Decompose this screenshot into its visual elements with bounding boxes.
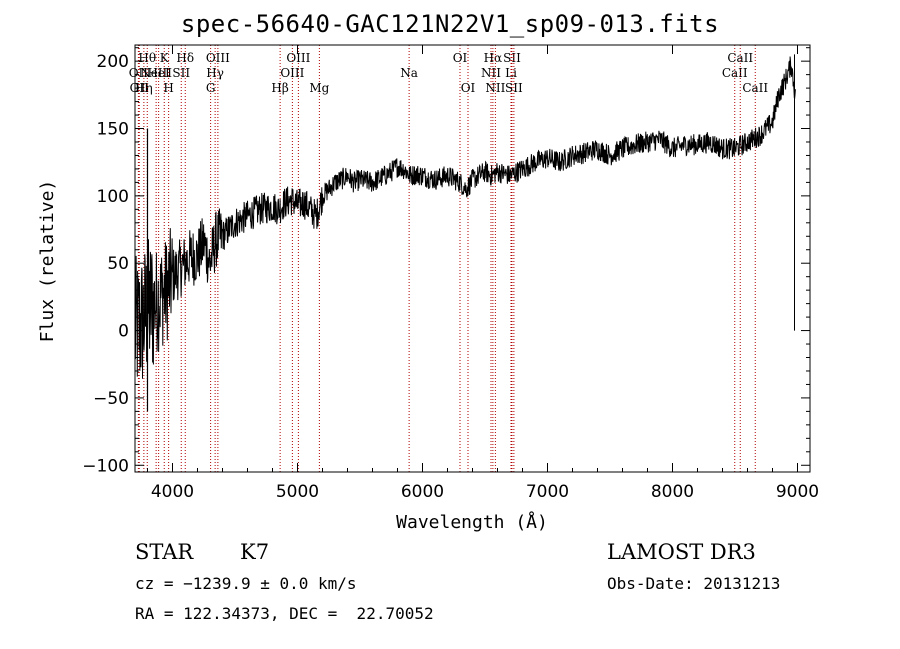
x-tick-label: 5000	[276, 482, 319, 502]
series-group	[134, 54, 796, 412]
line-marker-label: CaII	[742, 81, 768, 95]
object-class: STAR	[135, 540, 194, 564]
y-tick-label: 0	[118, 322, 129, 342]
line-marker-label: OI	[453, 51, 468, 65]
plot-frame	[134, 44, 811, 473]
line-marker-label: Hη	[135, 81, 153, 95]
y-tick-label: 150	[97, 120, 129, 140]
y-axis-label: Flux (relative)	[37, 180, 58, 343]
x-tick-label: 7000	[526, 482, 569, 502]
obs-date: Obs-Date: 20131213	[607, 574, 781, 593]
line-marker-group: OIIOIIHηHθNeIIIHeIKHSIIHδGHγOIIIHβOIIIOI…	[129, 45, 768, 472]
x-tick-label: 8000	[651, 482, 694, 502]
line-marker-label: Na	[400, 66, 418, 80]
y-tick-label: −50	[93, 389, 129, 409]
tick-group: 4000 5000 6000 7000 8000 9000 −100 −50 0 50 100 150…	[82, 45, 819, 502]
x-tick-label: 6000	[401, 482, 444, 502]
x-tick-label: 9000	[776, 482, 819, 502]
line-marker-label: G	[206, 81, 216, 95]
line-marker-label: H	[163, 81, 173, 95]
line-marker-label: Mg	[309, 81, 329, 95]
line-marker-label: Hγ	[206, 66, 224, 80]
line-marker-label: CaII	[727, 51, 753, 65]
line-marker-label: OIII	[280, 66, 304, 80]
line-marker-label: SII	[505, 81, 523, 95]
ra-dec-coords: RA = 122.34373, DEC = 22.70052	[135, 604, 434, 623]
x-tick-label: 4000	[151, 482, 194, 502]
chart-title: spec-56640-GAC121N22V1_sp09-013.fits	[180, 10, 720, 38]
y-tick-label: 100	[97, 187, 129, 207]
line-marker-label: Hα	[484, 51, 503, 65]
y-tick-label: −100	[82, 456, 129, 476]
y-tick-label: 50	[107, 254, 129, 274]
object-subclass: K7	[240, 540, 270, 564]
line-marker-label: Hθ	[138, 51, 156, 65]
line-marker-label: NII	[485, 81, 505, 95]
survey-name: LAMOST DR3	[607, 540, 756, 564]
line-marker-label: SII	[172, 66, 190, 80]
y-tick-label: 200	[97, 52, 129, 72]
line-marker-label: NII	[481, 66, 501, 80]
line-marker-label: K	[160, 51, 170, 65]
line-marker-label: OI	[461, 81, 476, 95]
redshift-cz: cz = −1239.9 ± 0.0 km/s	[135, 574, 357, 593]
line-marker-label: Hβ	[271, 81, 288, 95]
line-marker-label: Li	[505, 66, 517, 80]
x-axis-label: Wavelength (Å)	[396, 511, 548, 533]
line-marker-label: SII	[503, 51, 521, 65]
spectrum-line	[134, 56, 796, 379]
line-marker-label: Hδ	[176, 51, 194, 65]
line-marker-label: HeI	[147, 66, 170, 80]
line-marker-label: OIII	[206, 51, 230, 65]
line-marker-label: CaII	[722, 66, 748, 80]
line-marker-label: OIII	[286, 51, 310, 65]
